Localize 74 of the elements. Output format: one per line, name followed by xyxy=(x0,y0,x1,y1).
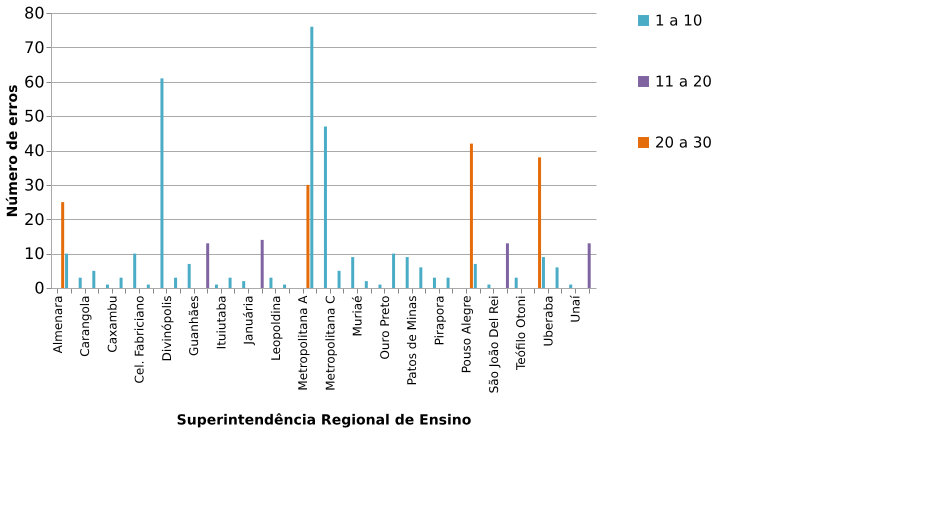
bar xyxy=(78,278,82,288)
bar xyxy=(378,284,382,288)
bar xyxy=(228,278,232,288)
x-tick-label: Pouso Alegre xyxy=(460,296,474,374)
x-tick-label: Divinópolis xyxy=(160,296,174,362)
x-tick-label: Patos de Minas xyxy=(405,296,420,386)
y-tick-label: 40 xyxy=(24,141,44,160)
y-tick-label: 0 xyxy=(34,278,44,298)
x-tick-label: Guanhães xyxy=(187,296,202,356)
x-tick-label: Caxambu xyxy=(105,296,120,353)
x-tick-label: Unaí xyxy=(568,294,583,323)
bar xyxy=(406,257,409,288)
x-tick-label: Pirapora xyxy=(432,296,446,346)
x-tick-label: Muriaé xyxy=(350,296,365,336)
x-tick-label: Ouro Preto xyxy=(378,296,392,360)
bar xyxy=(364,281,368,288)
x-tick-label: Metropolitana C xyxy=(323,296,338,391)
bar xyxy=(446,278,450,288)
x-tick-label: Cel. Fabriciano xyxy=(132,296,147,384)
x-tick-label: Ituiutaba xyxy=(214,296,228,350)
bar xyxy=(419,267,422,288)
bar xyxy=(506,243,509,288)
bar xyxy=(542,257,545,288)
bar xyxy=(351,257,354,288)
y-tick-label: 20 xyxy=(24,210,44,229)
bar xyxy=(324,126,327,288)
x-tick-label: Januária xyxy=(242,296,256,346)
bar xyxy=(338,270,341,288)
y-tick-label: 80 xyxy=(24,4,44,22)
bar xyxy=(432,278,436,288)
legend-label: 1 a 10 xyxy=(655,12,702,30)
bar xyxy=(106,284,109,288)
bar xyxy=(133,254,136,288)
bar xyxy=(392,254,396,288)
bar xyxy=(206,243,210,288)
x-tick-label: Almenara xyxy=(50,296,65,354)
legend-label: 11 a 20 xyxy=(655,72,712,90)
x-tick-label: Metropolitana A xyxy=(296,294,310,391)
y-tick-label: 30 xyxy=(24,175,44,194)
bar xyxy=(65,254,68,288)
bar xyxy=(588,243,591,288)
bar xyxy=(188,264,191,288)
bar xyxy=(214,284,218,288)
bar xyxy=(283,284,286,288)
bar xyxy=(61,202,64,288)
bar xyxy=(242,281,246,288)
bar xyxy=(556,267,559,288)
y-tick-label: 50 xyxy=(24,106,44,126)
y-tick-label: 70 xyxy=(24,38,44,57)
x-tick-label: Leopoldina xyxy=(268,296,283,361)
bar xyxy=(310,26,314,288)
x-tick-label: Teófilo Otoni xyxy=(514,296,528,371)
bar xyxy=(260,240,264,288)
bar xyxy=(92,270,96,288)
bar xyxy=(470,144,473,288)
legend-label: 20 a 30 xyxy=(655,134,712,152)
bar xyxy=(514,278,518,288)
bar xyxy=(160,78,164,288)
bar xyxy=(269,278,272,288)
bar xyxy=(174,278,178,288)
y-axis-title: Número de erros xyxy=(5,84,22,218)
bar xyxy=(306,184,310,288)
bar xyxy=(487,284,490,288)
x-tick-label: São João Del Rei xyxy=(486,296,501,394)
x-tick-label: Carangola xyxy=(78,296,92,357)
y-tick-label: 10 xyxy=(24,244,44,264)
x-axis-title: Superintendência Regional de Ensino xyxy=(176,412,472,428)
bar xyxy=(538,157,542,288)
x-tick-label: Uberaba xyxy=(541,296,556,347)
y-tick-label: 60 xyxy=(24,72,44,92)
bar xyxy=(474,264,477,288)
bar xyxy=(120,278,123,288)
bar xyxy=(569,284,572,288)
bar xyxy=(146,284,150,288)
